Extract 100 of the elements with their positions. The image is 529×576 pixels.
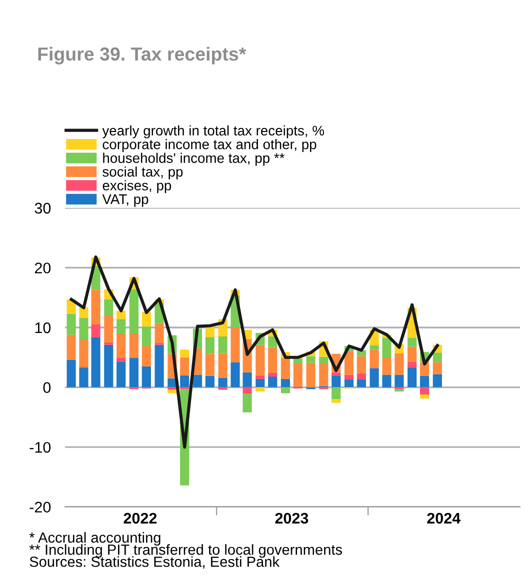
legend-label: social tax, pp	[102, 166, 183, 180]
bar	[394, 374, 404, 388]
legend-label: VAT, pp	[102, 194, 148, 207]
y-tick-label: 10	[35, 322, 51, 334]
bar	[205, 337, 214, 354]
bar	[66, 314, 76, 335]
bar	[205, 326, 214, 338]
bar	[79, 339, 88, 367]
bar	[420, 387, 430, 394]
bar	[432, 374, 442, 388]
bar	[180, 350, 190, 358]
bar	[408, 338, 417, 347]
legend-label: excises, pp	[102, 180, 172, 194]
bar	[91, 324, 100, 338]
bar	[180, 357, 190, 376]
bar	[230, 362, 240, 388]
bar	[104, 342, 114, 345]
bar	[306, 356, 316, 363]
bar	[280, 378, 290, 388]
bar	[129, 289, 139, 334]
bar	[192, 374, 202, 388]
bar	[370, 368, 379, 388]
bar	[319, 364, 328, 386]
x-tick-label: 2022	[124, 512, 157, 524]
bar	[142, 346, 151, 366]
bar	[142, 326, 151, 346]
bar	[256, 375, 265, 379]
bar	[382, 374, 392, 388]
bar	[382, 358, 392, 375]
bar	[142, 366, 151, 388]
bar	[91, 290, 100, 325]
bar	[408, 362, 417, 368]
bar	[370, 350, 379, 368]
y-tick-label: -10	[30, 442, 51, 453]
legend-label: households' income tax, pp **	[103, 152, 285, 166]
bar	[280, 358, 290, 379]
bar	[432, 362, 442, 374]
bar	[79, 307, 88, 318]
bar	[332, 387, 341, 400]
bar	[344, 374, 354, 380]
bar	[408, 346, 417, 362]
bar	[116, 358, 126, 362]
bar	[382, 338, 392, 358]
bar	[268, 372, 278, 377]
bar	[344, 380, 354, 388]
bar	[356, 374, 366, 380]
x-tick-label: 2024	[427, 512, 461, 524]
bar	[432, 352, 442, 362]
bar	[420, 394, 430, 399]
bar	[205, 354, 214, 376]
bar	[180, 375, 190, 388]
legend-label: corporate income tax and other, pp	[102, 139, 316, 152]
bar	[218, 378, 228, 388]
bar	[154, 323, 164, 344]
line-series	[70, 255, 439, 449]
bar	[116, 362, 126, 388]
bar	[66, 334, 76, 360]
bar	[332, 399, 341, 403]
legend-label: yearly growth in total tax receipts, %	[102, 125, 324, 138]
bar	[394, 353, 404, 375]
bar	[293, 358, 302, 364]
bar	[168, 390, 177, 394]
bar	[154, 344, 164, 388]
bar	[332, 372, 341, 376]
bar	[370, 345, 379, 350]
bar	[79, 318, 88, 340]
bar	[242, 394, 252, 412]
bar	[218, 336, 228, 354]
bar	[408, 368, 417, 388]
source-note: Sources: Statistics Estonia, Eesti Pank	[30, 556, 280, 569]
chart-title: Figure 39. Tax receipts*	[38, 46, 246, 64]
bar	[242, 372, 252, 388]
bar	[104, 316, 114, 342]
bar	[420, 376, 430, 388]
y-tick-label: 20	[34, 262, 51, 274]
bar	[280, 387, 290, 394]
x-tick-label: 2023	[275, 512, 308, 524]
bar	[268, 376, 278, 388]
y-tick-label: 30	[34, 202, 51, 214]
bar	[142, 312, 151, 326]
bar	[356, 356, 366, 374]
bar	[205, 376, 214, 388]
y-tick-label: 0	[43, 382, 51, 393]
bar	[293, 364, 302, 387]
bar	[344, 351, 354, 375]
bar	[256, 387, 265, 392]
bar	[116, 310, 126, 320]
bar	[230, 328, 240, 362]
bar	[116, 319, 126, 334]
bar	[79, 368, 88, 388]
bar	[256, 344, 265, 376]
bar	[116, 333, 126, 358]
bar	[218, 353, 228, 378]
bar	[129, 358, 139, 388]
bar	[268, 347, 278, 373]
bar	[332, 375, 341, 388]
bar	[104, 299, 114, 316]
bar	[129, 333, 139, 358]
bar	[242, 387, 252, 394]
bar	[91, 337, 100, 388]
